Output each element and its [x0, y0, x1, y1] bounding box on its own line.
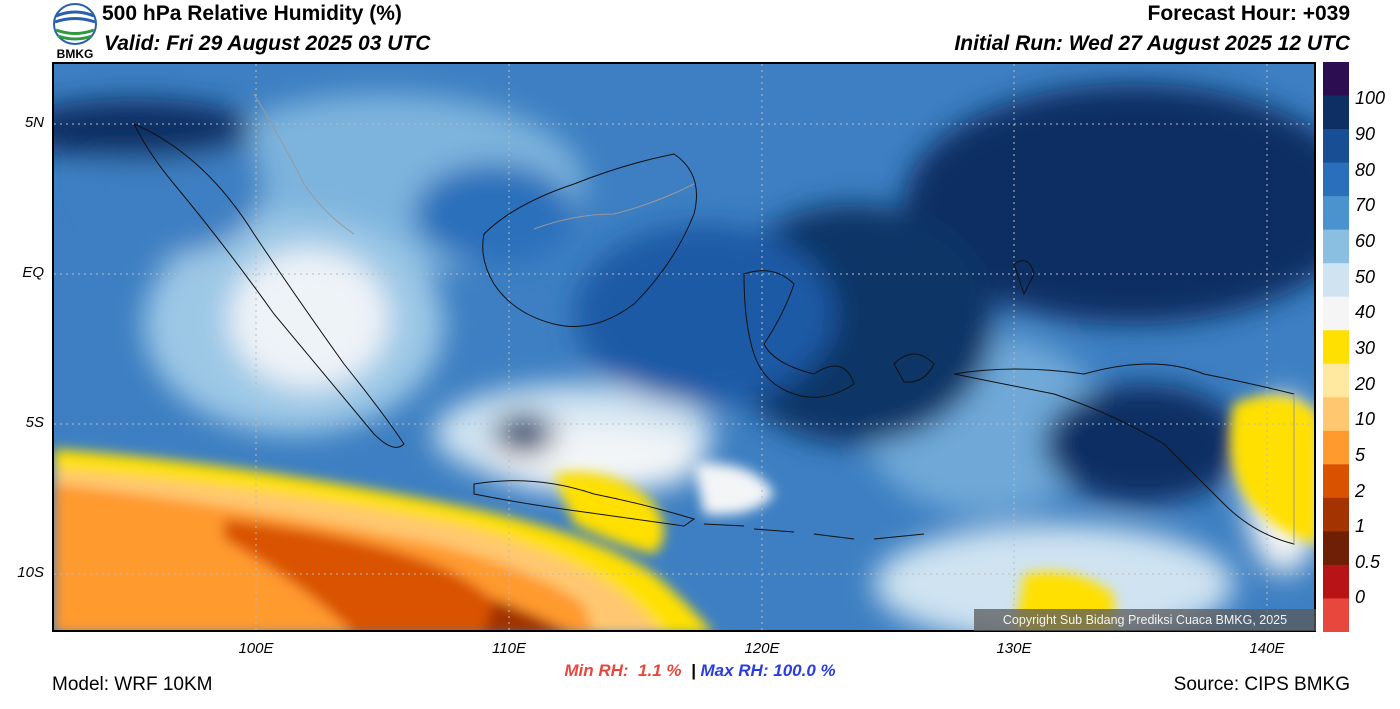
copyright-notice: Copyright Sub Bidang Prediksi Cuaca BMKG…	[974, 609, 1316, 631]
dry-band	[54, 396, 1314, 630]
grid-lines	[54, 64, 1314, 630]
cbar-label-80: 80	[1355, 160, 1376, 180]
colorbar-segment	[1323, 430, 1349, 465]
cbar-label-60: 60	[1355, 231, 1376, 251]
lon-label-140e: 140E	[1249, 640, 1285, 657]
max-rh-label: Max RH:	[700, 661, 769, 680]
cbar-label-70: 70	[1355, 195, 1376, 215]
max-rh-value: 100.0 %	[773, 661, 836, 680]
colorbar	[1323, 62, 1349, 632]
cbar-label-10: 10	[1355, 409, 1376, 429]
humidity-field	[54, 84, 1314, 630]
model-label: Model: WRF 10KM	[52, 674, 213, 695]
valid-time: Valid: Fri 29 August 2025 03 UTC	[104, 32, 431, 55]
max-rh: Max RH: 100.0 %	[700, 661, 835, 680]
colorbar-segment	[1323, 397, 1349, 432]
lat-label-5s: 5S	[25, 414, 44, 431]
colorbar-segment	[1323, 62, 1349, 97]
lon-label-110e: 110E	[492, 640, 526, 657]
min-rh: Min RH: 1.1 %	[564, 661, 681, 680]
colorbar-segment	[1323, 263, 1349, 298]
humidity-map	[52, 62, 1316, 632]
colorbar-segment	[1323, 564, 1349, 599]
cbar-label-0-5: 0.5	[1355, 552, 1381, 572]
lat-label-eq: EQ	[22, 264, 44, 281]
cbar-label-50: 50	[1355, 267, 1376, 287]
colorbar-segment	[1323, 196, 1349, 231]
lon-label-130e: 130E	[996, 640, 1032, 657]
source-label: Source: CIPS BMKG	[1173, 674, 1350, 695]
lon-label-120e: 120E	[744, 640, 780, 657]
colorbar-segment	[1323, 464, 1349, 499]
coastlines	[133, 123, 1295, 545]
cbar-label-5: 5	[1355, 445, 1366, 465]
borders	[253, 93, 1295, 544]
lat-label-5n: 5N	[24, 114, 44, 131]
colorbar-segment	[1323, 229, 1349, 264]
logo-text: BMKG	[57, 47, 94, 60]
min-max-separator: |	[690, 661, 696, 680]
cbar-label-100: 100	[1355, 88, 1386, 108]
cbar-label-20: 20	[1355, 374, 1376, 394]
colorbar-segment	[1323, 531, 1349, 566]
cbar-label-30: 30	[1355, 338, 1376, 358]
colorbar-segment	[1323, 497, 1349, 532]
cbar-label-2: 2	[1355, 481, 1366, 501]
min-rh-value: 1.1 %	[638, 661, 682, 680]
lon-label-100e: 100E	[238, 640, 274, 657]
lat-label-10s: 10S	[17, 564, 44, 581]
colorbar-segment	[1323, 598, 1349, 632]
min-rh-label: Min RH:	[564, 661, 629, 680]
colorbar-segment	[1323, 363, 1349, 398]
colorbar-segment	[1323, 296, 1349, 331]
colorbar-segment	[1323, 162, 1349, 197]
cbar-label-40: 40	[1355, 302, 1376, 322]
colorbar-segment	[1323, 129, 1349, 164]
cbar-label-1: 1	[1355, 516, 1366, 536]
cbar-label-0: 0	[1355, 587, 1366, 607]
forecast-hour: Forecast Hour: +039	[1147, 2, 1351, 25]
map-title: 500 hPa Relative Humidity (%)	[102, 2, 402, 25]
min-max-rh: Min RH: 1.1 % | Max RH: 100.0 %	[0, 661, 1400, 681]
colorbar-segment	[1323, 95, 1349, 130]
cbar-label-90: 90	[1355, 124, 1376, 144]
bmkg-logo: BMKG	[53, 3, 97, 60]
initial-run: Initial Run: Wed 27 August 2025 12 UTC	[954, 32, 1350, 55]
colorbar-segment	[1323, 330, 1349, 365]
